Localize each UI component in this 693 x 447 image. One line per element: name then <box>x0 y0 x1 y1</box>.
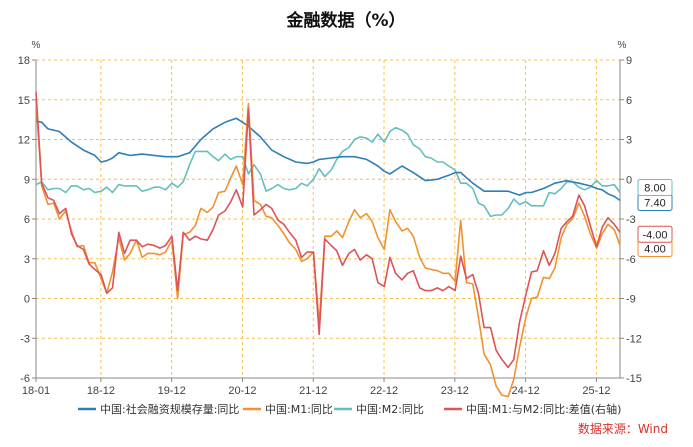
series-line <box>35 91 621 369</box>
right-tick-label: 9 <box>626 55 632 67</box>
right-tick-label: -9 <box>626 294 636 306</box>
right-tick-label: 3 <box>626 135 632 147</box>
left-tick-label: 0 <box>24 294 30 306</box>
series-lines <box>35 91 621 398</box>
right-tick-label: -15 <box>626 373 642 385</box>
end-value-label: 8.00 <box>644 183 665 195</box>
left-tick-label: 12 <box>18 135 30 147</box>
left-tick-label: -6 <box>20 373 30 385</box>
x-tick-label: 21-12 <box>299 385 327 397</box>
axes: -6 -3 0 3 6 9 12 15 18 -15 -12 -9 -6 -3 0 3 6 9 18-01 18-12… <box>18 55 642 397</box>
end-value-label: 4.00 <box>644 244 665 256</box>
right-axis-unit: % <box>618 40 627 51</box>
left-tick-label: -3 <box>20 333 30 345</box>
legend-label: 中国:M1:与M2:同比:差值(右轴) <box>466 402 621 416</box>
left-tick-label: 15 <box>18 95 30 107</box>
series-line <box>35 117 621 202</box>
chart-title: 金融数据（%） <box>285 10 405 31</box>
end-label-box <box>637 225 673 243</box>
legend: 中国:社会融资规模存量:同比 中国:M1:同比 中国:M2:同比 中国:M1:与M2:… <box>78 402 621 416</box>
x-tick-label: 22-12 <box>370 385 398 397</box>
left-tick-label: 3 <box>24 254 30 266</box>
legend-label: 中国:M2:同比 <box>356 403 424 416</box>
left-tick-label: 9 <box>24 174 30 186</box>
x-tick-label: 19-12 <box>158 385 186 397</box>
legend-label: 中国:社会融资规模存量:同比 <box>100 402 239 416</box>
right-tick-label: 6 <box>626 95 632 107</box>
right-tick-label: -6 <box>626 254 636 266</box>
end-value-label: 7.40 <box>644 197 665 209</box>
x-tick-label: 24-12 <box>512 385 540 397</box>
x-tick-label: 25-12 <box>582 385 610 397</box>
x-tick-label: 23-12 <box>441 385 469 397</box>
end-value-label: -4.00 <box>642 229 667 241</box>
left-axis-unit: % <box>32 40 41 51</box>
x-tick-label: 18-12 <box>87 385 115 397</box>
legend-label: 中国:M1:同比 <box>265 403 333 416</box>
end-label-box <box>637 179 673 196</box>
end-value-labels: 7.40 4.00 8.00 -4.00 <box>637 179 673 257</box>
series-line <box>35 99 621 398</box>
source-note: 数据来源：Wind <box>578 421 668 436</box>
series-line <box>35 126 621 218</box>
x-tick-label: 20-12 <box>228 385 256 397</box>
left-tick-label: 18 <box>18 55 30 67</box>
right-tick-label: -12 <box>626 333 642 345</box>
x-tick-label: 18-01 <box>22 385 50 397</box>
left-tick-label: 6 <box>24 214 30 226</box>
grid-lines <box>36 59 620 378</box>
right-tick-label: -3 <box>626 214 636 226</box>
right-tick-label: 0 <box>626 174 632 186</box>
